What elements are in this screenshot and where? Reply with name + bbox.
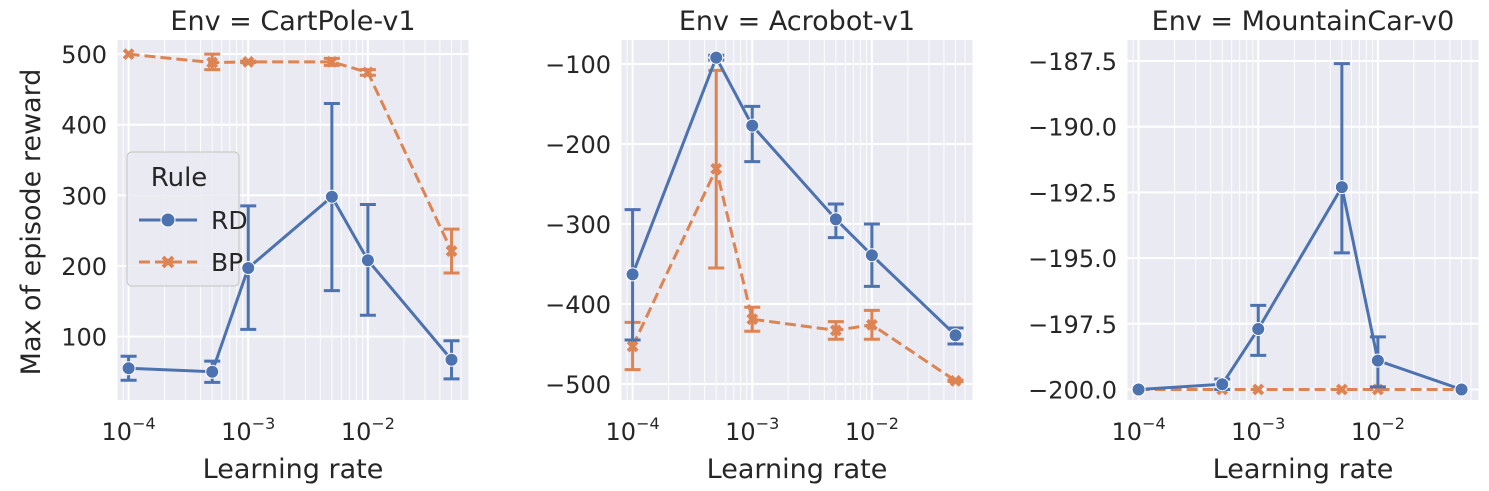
y-tick-label: 100 <box>61 323 107 351</box>
data-point <box>626 340 639 353</box>
data-point <box>324 189 339 204</box>
data-point <box>1454 382 1469 397</box>
data-point <box>1335 383 1348 396</box>
series-line <box>631 53 957 337</box>
y-tick-label: 500 <box>61 41 107 69</box>
y-axis-label: Max of episode reward <box>16 69 47 376</box>
y-tick-label: −300 <box>545 211 611 239</box>
data-point <box>828 212 843 227</box>
data-point <box>949 374 962 387</box>
series-line <box>128 194 453 374</box>
data-point <box>1215 377 1230 392</box>
x-tick-label: 10−2 <box>845 414 899 446</box>
error-bar <box>744 104 761 164</box>
series-rd <box>120 102 460 384</box>
x-tick-label: 10−3 <box>725 414 779 446</box>
legend-entry-rd: RD <box>139 206 248 235</box>
data-point <box>1252 383 1265 396</box>
data-point <box>205 364 220 379</box>
series-rd <box>1131 62 1469 397</box>
y-tick-label: 300 <box>61 182 107 210</box>
data-point <box>361 66 374 79</box>
data-point <box>948 328 963 343</box>
chart-title: Env = CartPole-v1 <box>170 6 415 37</box>
data-point <box>746 313 759 326</box>
data-point <box>1334 180 1349 195</box>
y-tick-label: −195.0 <box>1028 245 1117 273</box>
chart-title: Env = Acrobot-v1 <box>679 6 915 37</box>
data-point <box>745 118 760 133</box>
legend-marker <box>161 255 175 269</box>
data-point <box>709 50 724 65</box>
series-line <box>128 52 453 252</box>
series-line <box>631 164 957 383</box>
chart-panel-1: 100 200 300 400 500 10−4 10−3 10−2 Env = CartPol… <box>61 6 469 485</box>
data-point <box>360 253 375 268</box>
legend-entry-bp: BP <box>139 248 243 277</box>
y-tick-label: 200 <box>61 253 107 281</box>
data-point <box>445 245 458 257</box>
x-tick-label: 10−2 <box>341 414 395 446</box>
data-point <box>865 318 878 331</box>
data-point <box>122 48 135 61</box>
y-tick-label: −187.5 <box>1028 48 1117 76</box>
y-tick-label: −200 <box>545 131 611 159</box>
data-point <box>206 56 219 69</box>
series-bp <box>122 48 460 275</box>
legend-title: Rule <box>151 163 208 193</box>
data-point <box>829 324 842 337</box>
chart-panel-3: −200.0 −197.5 −195.0 −192.5 −190.0 −187.5 10−4… <box>1028 6 1479 485</box>
series-bp <box>624 68 964 387</box>
y-tick-label: −500 <box>545 371 611 399</box>
data-point <box>444 352 459 367</box>
legend-label: BP <box>211 248 243 277</box>
gridlines <box>621 40 973 400</box>
x-tick-label: 10−2 <box>1351 414 1405 446</box>
plot-area <box>621 40 973 400</box>
data-point <box>1131 382 1146 397</box>
data-point <box>121 361 136 376</box>
y-tick-label: 400 <box>61 112 107 140</box>
x-axis-label: Learning rate <box>203 454 384 485</box>
x-axis-label: Learning rate <box>1213 454 1394 485</box>
data-point <box>1251 322 1266 337</box>
series-line <box>1138 183 1463 391</box>
plot-area <box>1127 40 1479 400</box>
x-tick-label: 10−3 <box>221 414 275 446</box>
data-point <box>864 248 879 263</box>
error-bar <box>1333 62 1350 255</box>
y-tick-label: −197.5 <box>1028 311 1117 339</box>
x-tick-label: 10−3 <box>1231 414 1285 446</box>
y-tick-label: −190.0 <box>1028 114 1117 142</box>
legend-label: RD <box>211 206 248 235</box>
x-tick-label: 10−4 <box>606 414 660 446</box>
y-tick-label: −200.0 <box>1028 376 1117 404</box>
data-point <box>625 267 640 282</box>
data-point <box>325 55 338 68</box>
chart-title: Env = MountainCar-v0 <box>1152 6 1455 37</box>
x-axis-label: Learning rate <box>707 454 888 485</box>
data-point <box>242 55 255 68</box>
y-tick-label: −400 <box>545 291 611 319</box>
data-point <box>241 261 256 275</box>
x-tick-label: 10−4 <box>1112 414 1166 446</box>
legend-marker <box>160 212 176 228</box>
data-point <box>1370 353 1385 368</box>
y-tick-label: −192.5 <box>1028 179 1117 207</box>
x-tick-label: 10−4 <box>102 414 156 446</box>
data-point <box>710 162 723 175</box>
series-rd <box>624 50 964 346</box>
chart-panel-2: −500 −400 −300 −200 −100 10−4 10−3 10−2 Env = Ac… <box>545 6 973 485</box>
y-tick-label: −100 <box>545 51 611 79</box>
